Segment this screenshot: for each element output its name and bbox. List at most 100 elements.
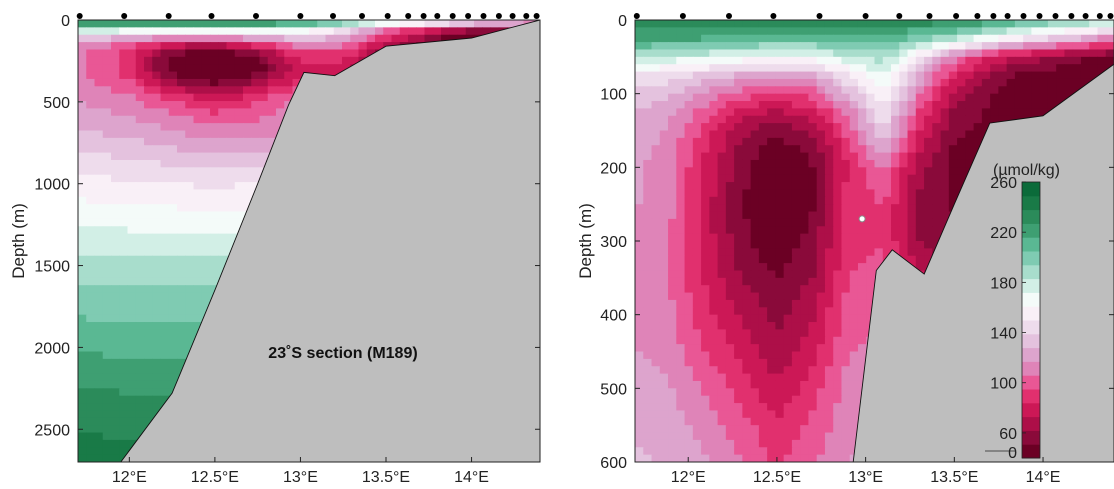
left-field-cell: [424, 27, 434, 36]
right-field-cell: [643, 34, 653, 43]
right-field-cell: [758, 49, 768, 58]
left-field-cell: [226, 174, 236, 183]
left-field-cell: [152, 211, 162, 220]
right-field-cell: [841, 108, 851, 117]
right-field-cell: [1039, 27, 1049, 36]
right-field-cell: [915, 42, 925, 51]
right-field-cell: [1089, 42, 1099, 51]
right-field-cell: [866, 204, 876, 213]
right-field-cell: [651, 64, 661, 73]
left-field-cell: [111, 447, 120, 456]
left-field-cell: [218, 27, 228, 36]
left-field-cell: [86, 417, 96, 426]
left-field-cell: [243, 101, 252, 109]
left-field-cell: [144, 322, 153, 330]
left-field-cell: [144, 49, 153, 58]
right-field-cell: [808, 174, 818, 183]
left-field-cell: [119, 277, 129, 286]
left-field-cell: [127, 439, 137, 448]
left-field-cell: [160, 93, 170, 102]
left-field-cell: [94, 93, 104, 102]
right-field-cell: [899, 64, 909, 73]
right-field-cell: [643, 27, 653, 36]
right-field-cell: [990, 42, 999, 51]
right-field-cell: [676, 196, 686, 205]
right-field-cell: [981, 64, 991, 73]
right-field-cell: [668, 56, 677, 65]
left-field-cell: [251, 42, 261, 51]
right-field-cell: [915, 78, 925, 87]
right-field-cell: [1072, 71, 1082, 80]
left-field-cell: [193, 130, 203, 139]
right-field-cell: [742, 137, 752, 146]
left-field-cell: [408, 34, 417, 43]
left-field-cell: [127, 64, 137, 73]
left-field-cell: [259, 71, 269, 80]
right-field-cell: [709, 211, 719, 220]
right-field-cell: [1056, 93, 1066, 102]
left-field-cell: [210, 49, 219, 58]
right-field-cell: [709, 218, 719, 227]
right-field-cell: [717, 174, 727, 183]
right-field-cell: [643, 182, 653, 191]
right-field-cell: [1006, 71, 1016, 80]
right-field-cell: [1056, 78, 1066, 87]
left-field-cell: [210, 42, 219, 51]
left-field-cell: [94, 255, 104, 264]
left-field-cell: [210, 189, 219, 198]
left-field-cell: [185, 137, 195, 146]
left-field-cell: [408, 27, 417, 36]
right-field-cell: [1089, 64, 1099, 73]
right-field-cell: [891, 182, 900, 191]
right-field-cell: [857, 130, 867, 139]
right-field-cell: [750, 71, 760, 80]
left-field-cell: [218, 137, 228, 146]
left-field-cell: [177, 344, 186, 353]
right-field-cell: [857, 182, 867, 191]
left-field-cell: [251, 93, 261, 102]
left-field-cell: [119, 196, 129, 205]
left-field-cell: [78, 174, 87, 183]
right-field-cell: [874, 182, 884, 191]
left-field-cell: [243, 27, 252, 36]
left-field-cell: [102, 123, 112, 132]
left-field-cell: [226, 108, 236, 117]
left-field-cell: [127, 307, 137, 316]
left-field-cell: [119, 366, 129, 375]
right-field-cell: [643, 167, 653, 176]
left-field-cell: [86, 366, 96, 375]
left-field-cell: [144, 20, 153, 28]
left-field-cell: [366, 27, 376, 36]
left-field-cell: [185, 34, 195, 43]
right-field-cell: [948, 137, 958, 146]
left-field-cell: [135, 248, 145, 257]
right-field-cell: [742, 78, 752, 87]
left-field-cell: [102, 218, 112, 227]
right-field-cell: [791, 137, 801, 146]
left-field-cell: [366, 42, 376, 51]
left-field-cell: [144, 159, 153, 168]
left-field-cell: [78, 248, 87, 257]
right-field-cell: [1047, 42, 1057, 51]
left-field-cell: [201, 49, 211, 58]
left-field-cell: [226, 218, 236, 227]
left-field-cell: [119, 152, 129, 161]
right-field-cell: [758, 182, 768, 191]
right-field-cell: [891, 20, 900, 28]
left-field-cell: [86, 78, 96, 87]
right-field-cell: [725, 174, 735, 183]
right-field-cell: [907, 167, 917, 176]
right-field-cell: [981, 20, 991, 28]
left-field-cell: [78, 101, 87, 109]
left-field-cell: [284, 34, 294, 43]
left-field-cell: [144, 270, 153, 279]
left-field-cell: [127, 380, 137, 389]
right-field-cell: [891, 130, 900, 139]
left-field-cell: [127, 20, 137, 28]
right-field-cell: [775, 86, 785, 95]
right-field-cell: [882, 64, 892, 73]
left-field-cell: [86, 336, 96, 345]
right-field-cell: [882, 27, 892, 36]
right-field-cell: [833, 137, 843, 146]
right-field-cell: [750, 204, 760, 213]
